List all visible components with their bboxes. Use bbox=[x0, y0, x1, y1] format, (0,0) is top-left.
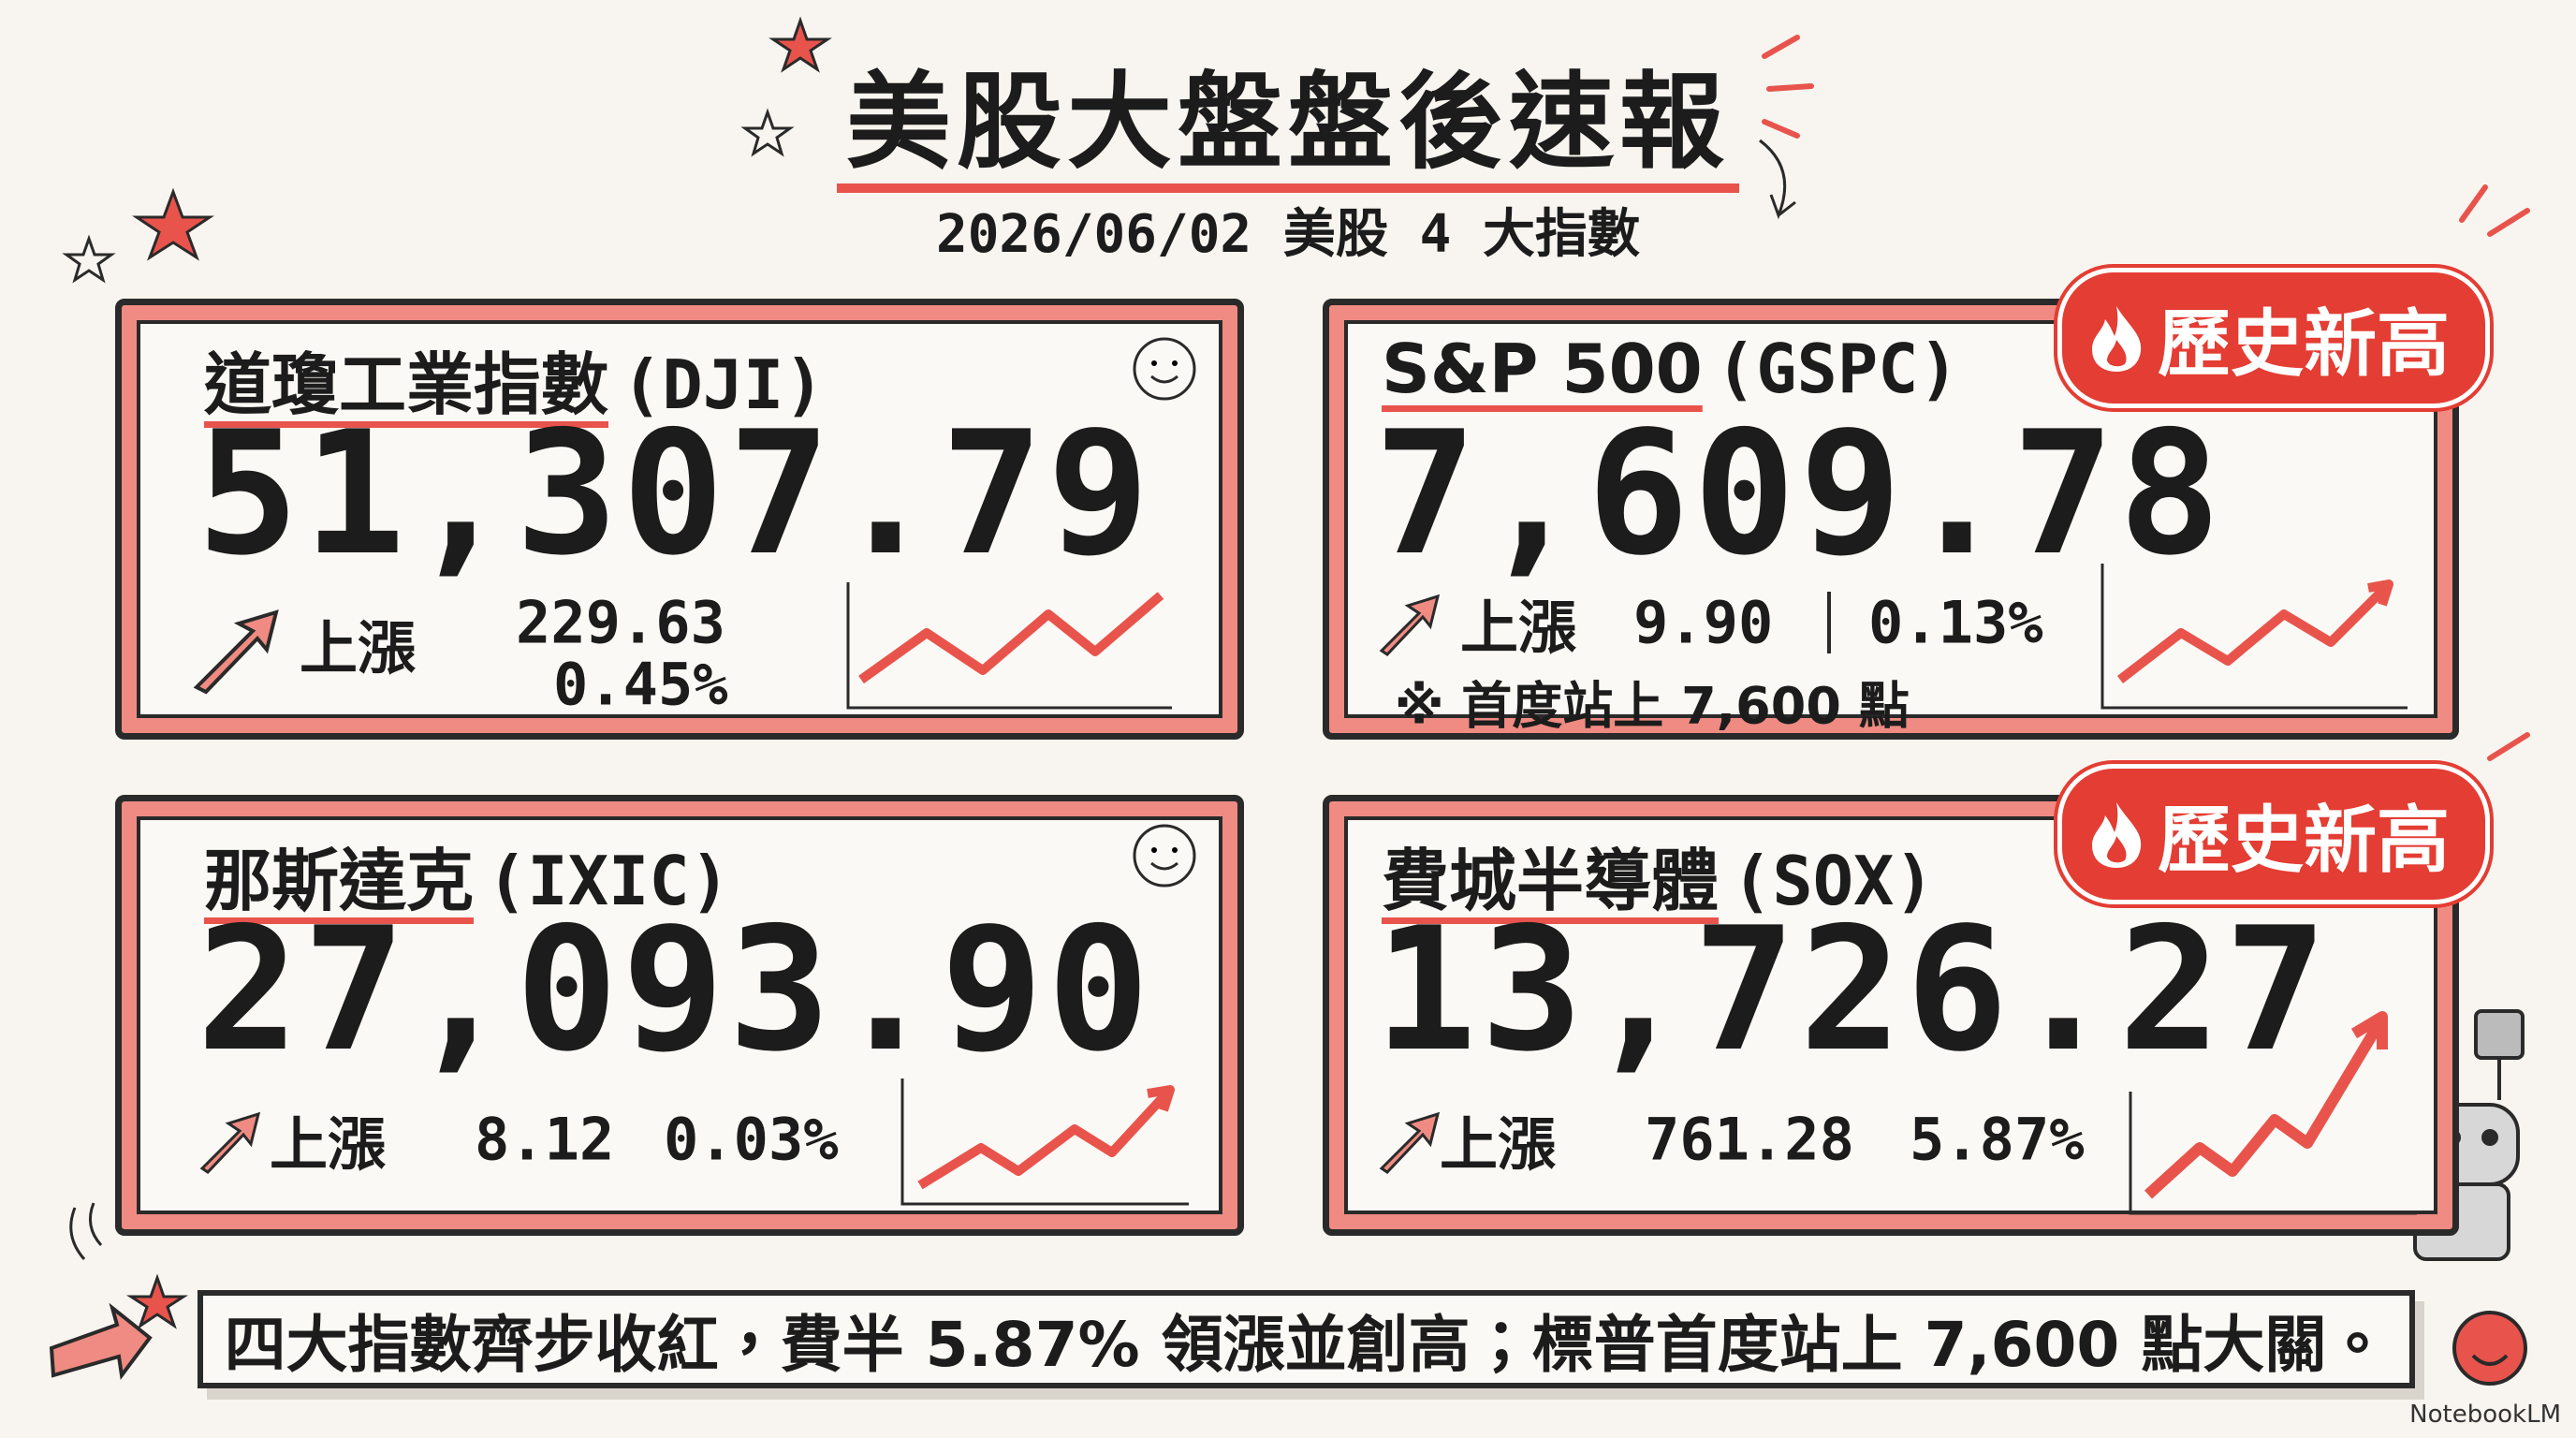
index-value: 13,726.27 bbox=[1374, 890, 2332, 1089]
up-arrow bbox=[199, 1111, 261, 1174]
direction: 上漲 bbox=[300, 614, 417, 682]
motion-lines bbox=[69, 1202, 103, 1260]
change: 8.12 bbox=[475, 1105, 615, 1174]
name: 那斯達克 bbox=[204, 842, 475, 920]
index-value: 7,609.78 bbox=[1374, 394, 2225, 593]
summary-banner: 四大指數齊步收紅，費半 5.87% 領漲並創高；標普首度站上 7,600 點大關… bbox=[198, 1290, 2415, 1388]
flame-icon bbox=[2091, 306, 2142, 372]
index-name: S&P 500 (GSPC) bbox=[1382, 330, 1959, 408]
title: 美股大盤盤後速報 bbox=[0, 37, 2576, 193]
index-card: 那斯達克 (IXIC) 27,093.90 上漲 8.12 0.03% bbox=[115, 795, 1244, 1236]
index-name: 道瓊工業指數 (DJI) bbox=[204, 330, 825, 428]
subtitle: 2026/06/02 美股 4 大指數 bbox=[935, 204, 1640, 265]
index-card: 費城半導體 (SOX) 歷史新高 13,726.27 上漲 761.28 5.87… bbox=[1323, 764, 2490, 1236]
separator bbox=[1827, 592, 1831, 653]
sparkline bbox=[2100, 564, 2408, 710]
code: (SOX) bbox=[1732, 842, 1935, 920]
up-arrow bbox=[1379, 1111, 1441, 1174]
badge-text: 歷史新高 bbox=[2157, 302, 2450, 387]
brand: NotebookLM bbox=[2409, 1401, 2561, 1429]
name: S&P 500 bbox=[1382, 330, 1703, 408]
change: 761.28 bbox=[1645, 1105, 1854, 1174]
up-arrow bbox=[193, 609, 279, 695]
code: (GSPC) bbox=[1715, 330, 1959, 408]
record-badge: 歷史新高 bbox=[2056, 764, 2490, 904]
arrow-icon bbox=[49, 1302, 153, 1381]
accent bbox=[2459, 184, 2488, 223]
index-name: 費城半導體 (SOX) bbox=[1382, 826, 1935, 924]
percent: 0.13% bbox=[1868, 588, 2043, 657]
record-badge: 歷史新高 bbox=[2056, 268, 2490, 408]
index-value: 51,307.79 bbox=[197, 394, 1154, 593]
title-text: 美股大盤盤後速報 bbox=[837, 62, 1739, 193]
direction: 上漲 bbox=[1460, 594, 1577, 662]
direction: 上漲 bbox=[1440, 1110, 1557, 1179]
percent: 0.03% bbox=[664, 1105, 839, 1174]
smiley bbox=[2452, 1311, 2527, 1386]
code: (DJI) bbox=[622, 345, 825, 424]
up-arrow bbox=[1379, 594, 1441, 656]
sparkline bbox=[900, 1078, 1189, 1206]
accent bbox=[1762, 35, 1800, 59]
star bbox=[125, 1273, 189, 1329]
note: ※ 首度站上 7,600 點 bbox=[1395, 676, 1910, 736]
sparkline bbox=[846, 582, 1172, 710]
accent bbox=[2487, 208, 2530, 237]
accent bbox=[2487, 732, 2530, 761]
change: 9.90 bbox=[1633, 588, 1774, 657]
summary-text: 四大指數齊步收紅，費半 5.87% 領漲並創高；標普首度站上 7,600 點大關… bbox=[224, 1308, 2389, 1381]
accent bbox=[1766, 83, 1814, 92]
name: 道瓊工業指數 bbox=[204, 345, 609, 424]
index-card: S&P 500 (GSPC) 歷史新高 7,609.78 上漲 9.90 0.13… bbox=[1323, 268, 2490, 740]
direction: 上漲 bbox=[270, 1110, 387, 1179]
star-outline bbox=[740, 108, 795, 157]
change: 229.63 bbox=[516, 588, 725, 657]
flame-icon bbox=[2091, 802, 2142, 868]
percent: 0.45% bbox=[553, 650, 728, 719]
name: 費城半導體 bbox=[1382, 842, 1720, 920]
accent bbox=[1762, 119, 1800, 139]
code: (IXIC) bbox=[487, 842, 731, 920]
smiley bbox=[1133, 337, 1196, 401]
star bbox=[132, 187, 214, 261]
percent: 5.87% bbox=[1910, 1105, 2085, 1174]
index-card: 道瓊工業指數 (DJI) 51,307.79 上漲 229.63 0.45% bbox=[115, 299, 1244, 740]
curl-arrow bbox=[1759, 139, 1796, 220]
badge-text: 歷史新高 bbox=[2157, 799, 2450, 883]
smiley bbox=[1133, 824, 1196, 888]
sparkline bbox=[2129, 1011, 2417, 1215]
index-name: 那斯達克 (IXIC) bbox=[204, 826, 730, 924]
index-value: 27,093.90 bbox=[197, 890, 1154, 1089]
star-outline bbox=[62, 234, 116, 284]
star bbox=[768, 16, 832, 73]
